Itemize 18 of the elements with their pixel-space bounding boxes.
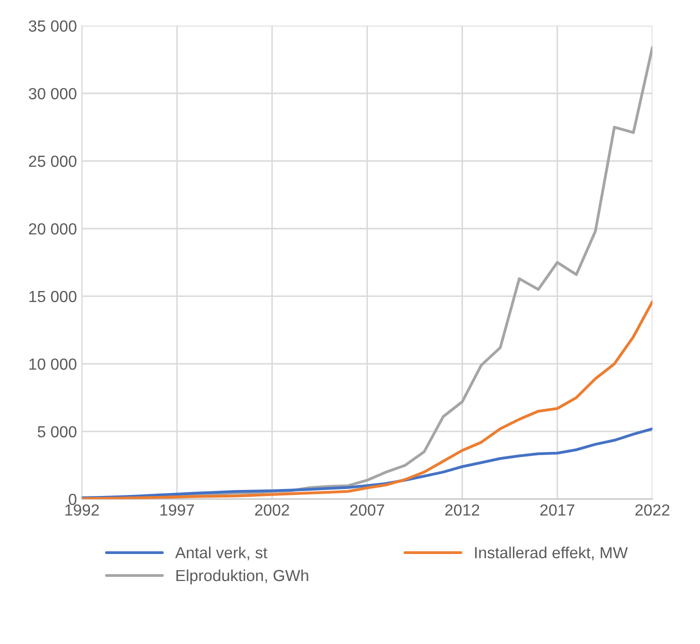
y-tick-label: 20 000 [28,223,76,235]
y-tick-label: 35 000 [28,20,76,32]
x-tick-label: 2012 [445,504,480,516]
y-tick-label: 30 000 [28,88,76,100]
legend-label: Antal verk, st [175,546,268,560]
x-tick-label: 2017 [540,504,574,516]
y-tick-label: 25 000 [28,156,76,167]
x-tick-label: 2022 [635,504,670,516]
y-tick-label: 5 000 [38,426,76,438]
x-tick-label: 2002 [255,504,290,516]
x-tick-label: 1997 [160,504,194,516]
legend-label: Installerad effekt, MW [475,546,628,560]
legend-label: Elproduktion, GWh [176,569,308,584]
y-tick-label: 0 [68,494,76,506]
x-tick-label: 1992 [65,504,99,516]
x-tick-label: 2007 [350,504,384,516]
y-tick-label: 10 000 [29,358,76,370]
y-tick-label: 15 000 [29,290,76,302]
